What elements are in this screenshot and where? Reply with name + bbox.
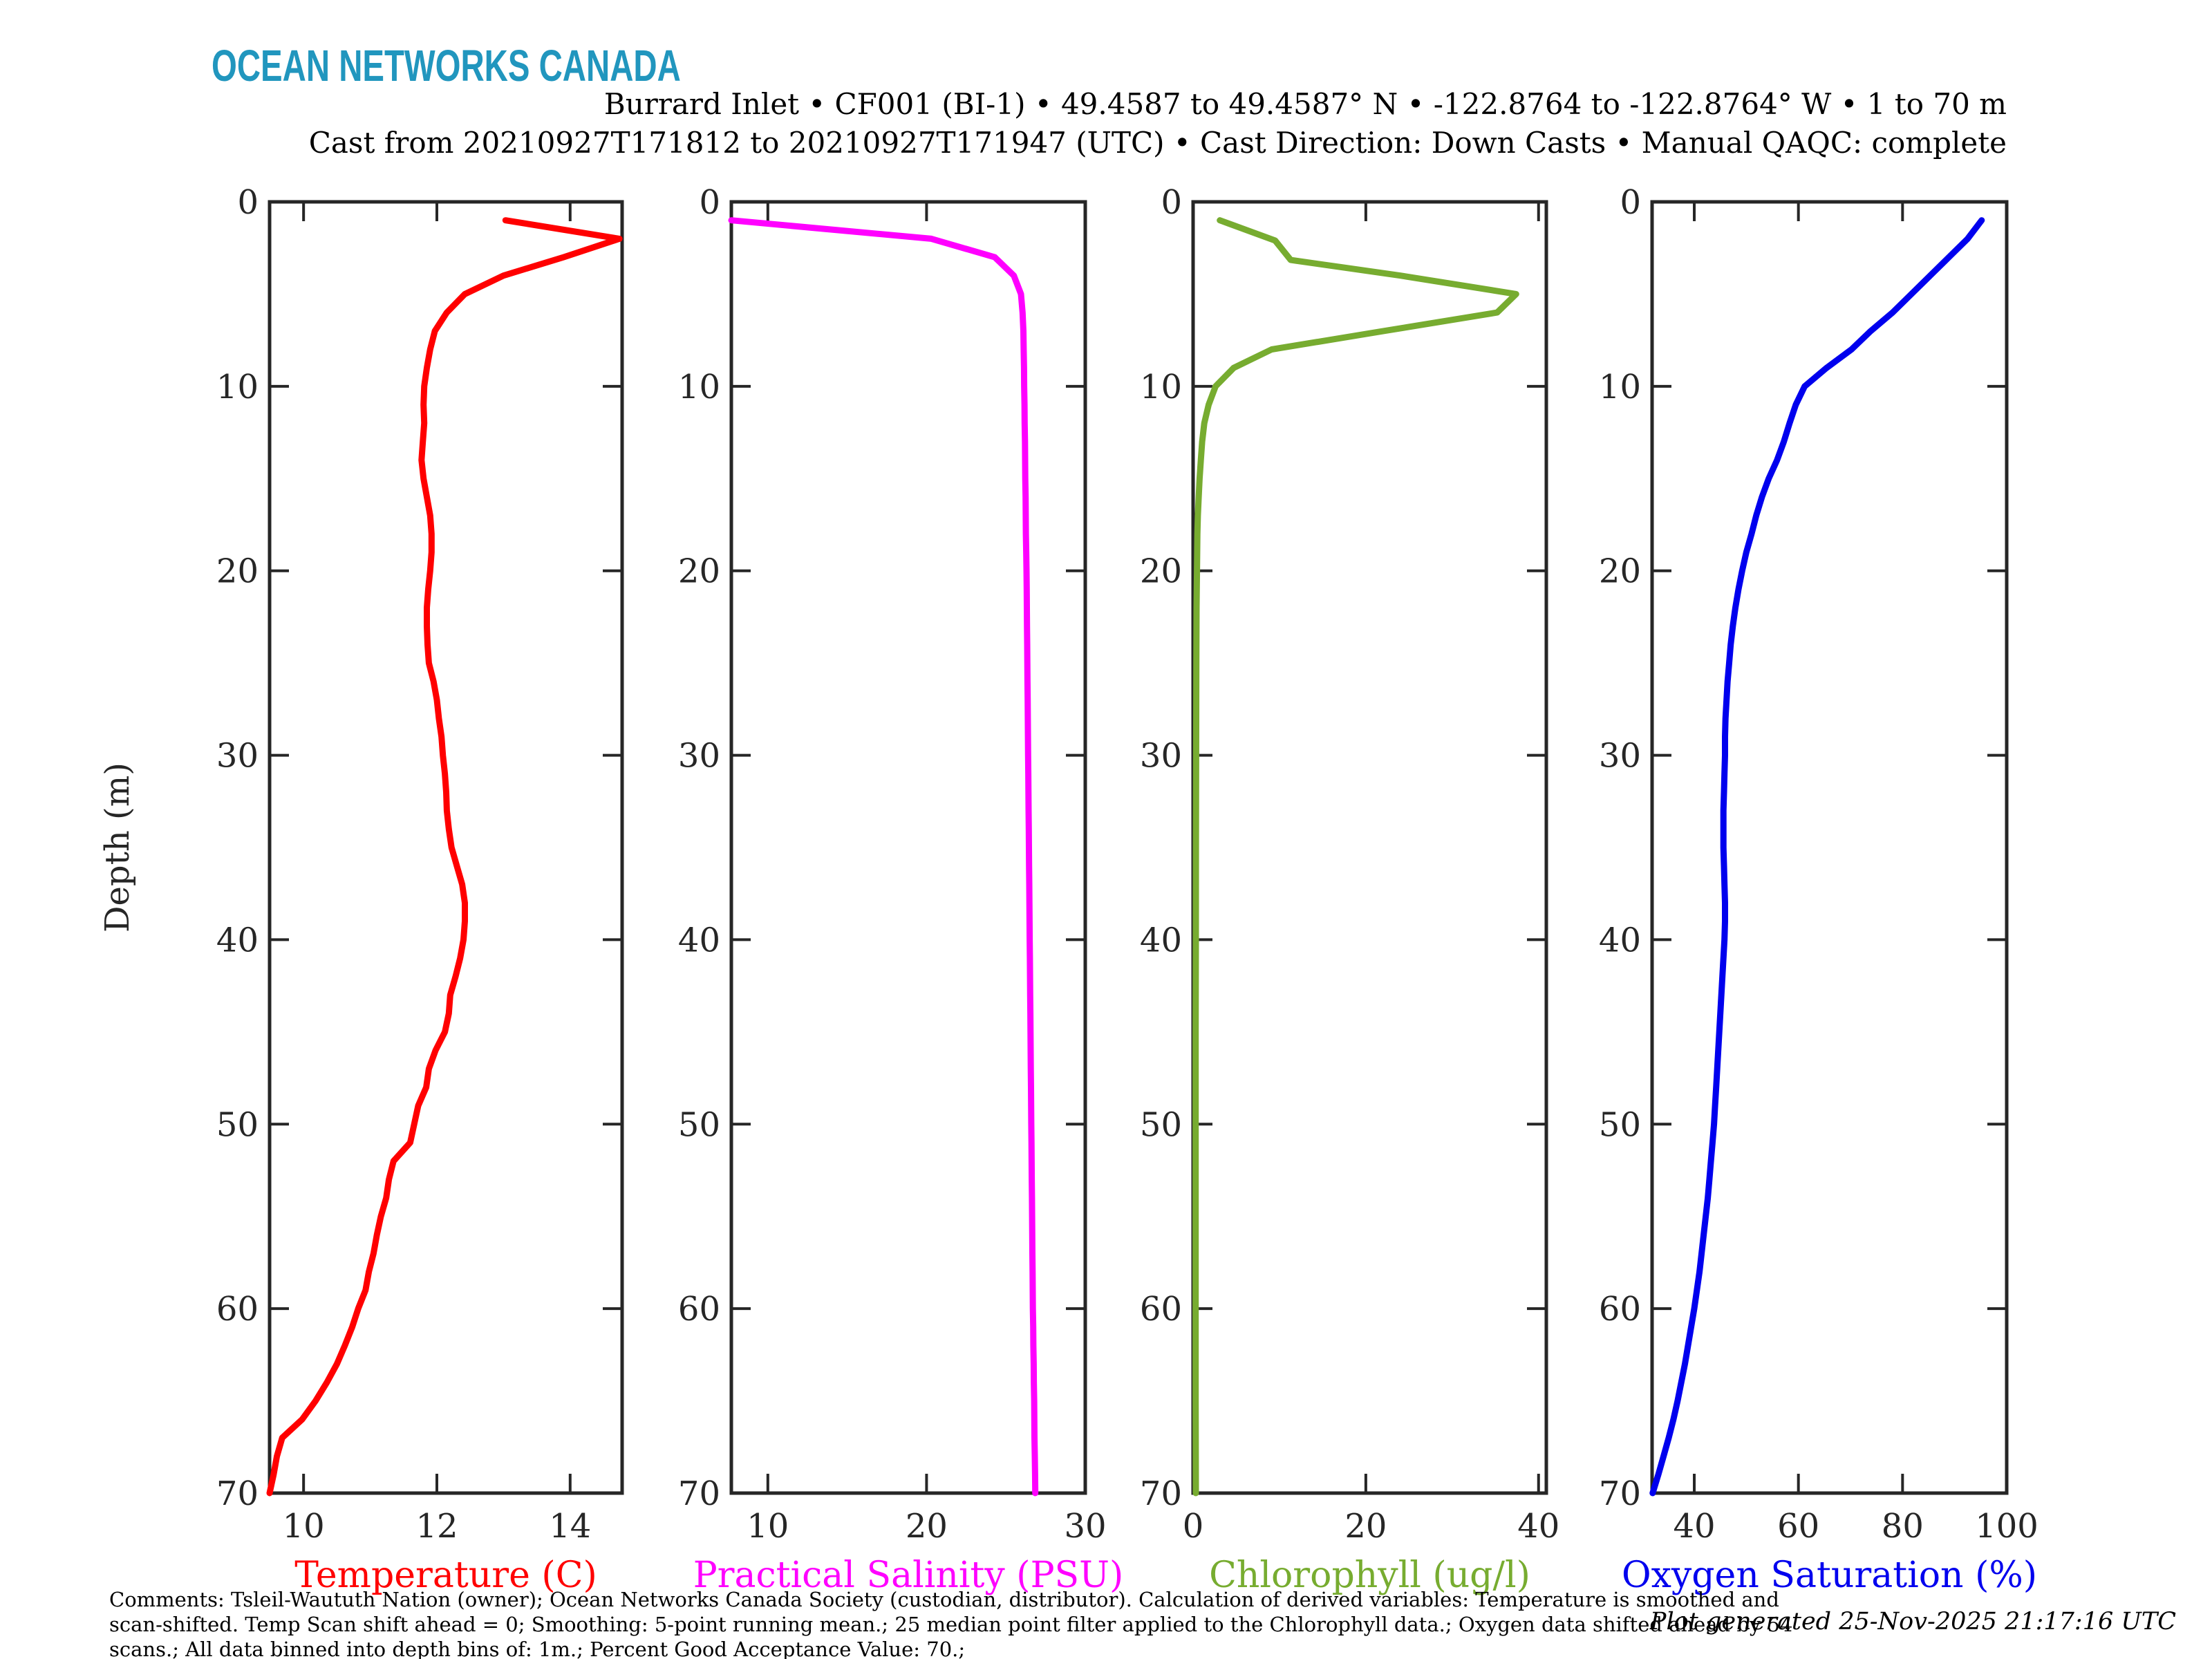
- x-tick-label: 14: [549, 1507, 591, 1546]
- plot-3: 0 20 40 0 10 20 30 40 50 60 70 Chlorophyll (ug/l): [1140, 183, 1559, 1596]
- y-tick-label: 70: [678, 1474, 720, 1513]
- y-tick-label: 30: [678, 737, 720, 776]
- comments-line-1: Comments: Tsleil-Waututh Nation (owner);…: [109, 1588, 1779, 1611]
- y-tick-label: 60: [1140, 1290, 1182, 1329]
- plot-box: [1650, 200, 2009, 1495]
- y-tick-label: 50: [678, 1105, 720, 1144]
- plot-title-line2: Cast from 20210927T171812 to 20210927T17…: [308, 126, 2007, 160]
- y-tick-label: 20: [216, 552, 259, 591]
- y-tick-label: 0: [699, 183, 720, 222]
- x-tick-label: 100: [1975, 1507, 2038, 1546]
- plot-box: [1191, 200, 1548, 1495]
- comments-line-3: scans.; All data binned into depth bins …: [109, 1638, 966, 1659]
- plot-box: [268, 200, 624, 1495]
- x-tick-label: 60: [1777, 1507, 1819, 1546]
- y-tick-label: 30: [216, 737, 259, 776]
- comments-block: Comments: Tsleil-Waututh Nation (owner);…: [109, 1587, 1792, 1659]
- x-tick-label: 20: [906, 1507, 948, 1546]
- x-tick-label: 80: [1882, 1507, 1924, 1546]
- y-tick-label: 0: [1161, 183, 1182, 222]
- y-tick-label: 10: [1599, 368, 1641, 406]
- x-axis-label: Oxygen Saturation (%): [1622, 1555, 2037, 1596]
- plot-4: 40 60 80 100 0 10 20 30 40 50 60 70 Oxygen Saturatio…: [1599, 183, 2038, 1596]
- y-tick-label: 70: [1599, 1474, 1641, 1513]
- y-tick-label: 20: [1599, 552, 1641, 591]
- profile-line: [266, 217, 623, 1497]
- x-tick-label: 30: [1064, 1507, 1106, 1546]
- profile-line: [1649, 217, 1985, 1497]
- y-tick-label: 50: [1140, 1105, 1182, 1144]
- y-tick-label: 10: [1140, 368, 1182, 406]
- x-tick-label: 12: [415, 1507, 458, 1546]
- y-tick-label: 60: [678, 1290, 720, 1329]
- plot-2: 10 20 30 0 10 20 30 40 50 60 70 Practical Salinity …: [678, 183, 1123, 1596]
- y-tick-label: 0: [1620, 183, 1641, 222]
- y-tick-label: 20: [678, 552, 720, 591]
- x-tick-label: 20: [1344, 1507, 1387, 1546]
- comments-line-2: scan-shifted. Temp Scan shift ahead = 0;…: [109, 1613, 1793, 1636]
- x-tick-label: 40: [1673, 1507, 1715, 1546]
- x-tick-label: 10: [283, 1507, 325, 1546]
- y-tick-label: 50: [216, 1105, 259, 1144]
- plot-box: [729, 200, 1087, 1495]
- y-tick-label: 10: [678, 368, 720, 406]
- y-tick-label: 30: [1599, 737, 1641, 776]
- y-tick-label: 70: [216, 1474, 259, 1513]
- y-tick-label: 30: [1140, 737, 1182, 776]
- y-tick-label: 60: [216, 1290, 259, 1329]
- y-tick-label: 10: [216, 368, 259, 406]
- y-tick-label: 70: [1140, 1474, 1182, 1513]
- y-tick-label: 60: [1599, 1290, 1641, 1329]
- x-axis-label: Practical Salinity (PSU): [693, 1555, 1124, 1596]
- onc-logo: OCEAN NETWORKS CANADA: [212, 41, 681, 91]
- y-tick-label: 20: [1140, 552, 1182, 591]
- plot-generated-timestamp: Plot generated 25-Nov-2025 21:17:16 UTC: [1649, 1608, 2176, 1635]
- x-tick-label: 40: [1517, 1507, 1559, 1546]
- plot-title-line1: Burrard Inlet • CF001 (BI-1) • 49.4587 t…: [603, 87, 2007, 121]
- profile-line: [728, 217, 1039, 1497]
- y-tick-label: 0: [237, 183, 259, 222]
- x-tick-label: 10: [747, 1507, 789, 1546]
- x-axis-label: Temperature (C): [294, 1555, 597, 1596]
- y-tick-label: 40: [1140, 921, 1182, 959]
- x-tick-label: 0: [1183, 1507, 1204, 1546]
- profile-line: [1192, 217, 1519, 1497]
- x-axis-label: Chlorophyll (ug/l): [1209, 1555, 1530, 1596]
- plot-1: 10 12 14 0 10 20 30 40 50 60 70 Temperature (C): [216, 183, 624, 1596]
- y-tick-label: 50: [1599, 1105, 1641, 1144]
- y-tick-label: 40: [216, 921, 259, 959]
- y-tick-label: 40: [678, 921, 720, 959]
- y-tick-label: 40: [1599, 921, 1641, 959]
